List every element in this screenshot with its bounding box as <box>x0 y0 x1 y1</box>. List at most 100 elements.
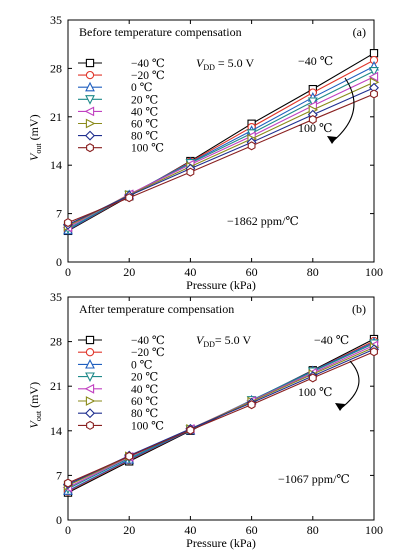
legend-marker <box>85 118 96 129</box>
legend-marker <box>85 408 95 419</box>
x-tick-label: 60 <box>246 265 258 279</box>
y-tick-label: 0 <box>56 513 62 527</box>
panel-b-after-compensation: 0 20 40 60 80 100 0 7 14 21 28 35 Pressure (kPa) Vout… <box>27 290 383 550</box>
x-tick-label: 60 <box>246 523 258 537</box>
legend-marker <box>85 372 95 383</box>
arrow-bottom-label: 100 ℃ <box>298 385 332 399</box>
legend-entry: 20 ℃ <box>131 372 158 384</box>
plot-frame <box>67 296 375 521</box>
arrow-bottom-label: 100 ℃ <box>298 121 332 135</box>
data-point <box>369 49 379 58</box>
series-1 <box>63 55 379 235</box>
legend-marker <box>85 81 95 92</box>
panel-a-before-compensation: 0 20 40 60 80 100 0 7 14 21 28 35 Pressure (kPa) Vout… <box>27 13 383 292</box>
vdd-label: VDD= 5.0 V <box>196 333 251 349</box>
legend-entry: 40 ℃ <box>131 384 158 396</box>
chart-title: Before temperature compensation <box>79 25 242 39</box>
x-tick-label: 20 <box>123 523 135 537</box>
arrow-head <box>335 403 345 411</box>
legend-marker <box>85 58 95 68</box>
x-tick-label: 40 <box>184 523 196 537</box>
x-tick-label: 80 <box>307 523 319 537</box>
data-point <box>369 67 379 77</box>
legend-entry: 20 ℃ <box>131 94 158 106</box>
data-point <box>370 347 378 357</box>
series-line <box>67 93 375 224</box>
x-tick-label: 100 <box>365 523 383 537</box>
arrow-top-label: −40 ℃ <box>298 54 333 68</box>
y-axis-label: Vout (mV) <box>27 114 43 161</box>
series-line <box>67 351 375 484</box>
data-point <box>370 89 378 99</box>
data-point <box>368 71 379 82</box>
legend-marker <box>85 358 95 369</box>
arrow-curve <box>331 77 355 143</box>
x-axis-label: Pressure (kPa) <box>186 278 256 292</box>
legend-entry: 40 ℃ <box>131 106 158 118</box>
legend-entry: 60 ℃ <box>131 396 158 408</box>
arrow-curve <box>339 360 360 410</box>
data-point <box>125 193 134 203</box>
legend-entry: 0 ℃ <box>131 82 153 94</box>
y-tick-label: 28 <box>50 335 62 349</box>
y-tick-label: 21 <box>50 110 62 124</box>
plot-frame <box>67 19 375 263</box>
y-axis-label: Vout (mV) <box>27 382 43 429</box>
legend-entry: −40 ℃ <box>131 58 165 70</box>
y-tick-label: 35 <box>50 290 62 304</box>
legend-entry: 0 ℃ <box>131 359 153 371</box>
x-tick-label: 0 <box>65 265 71 279</box>
chart-title: After temperature compensation <box>79 302 234 316</box>
series-0 <box>63 49 379 236</box>
y-tick-label: 21 <box>50 379 62 393</box>
y-tick-label: 35 <box>50 13 62 27</box>
x-tick-label: 40 <box>184 265 196 279</box>
tc-annotation: −1862 ppm/℃ <box>227 214 299 228</box>
y-tick-label: 7 <box>56 468 62 482</box>
legend-marker <box>85 335 95 345</box>
x-tick-label: 0 <box>65 523 71 537</box>
panel-label: (a) <box>353 25 366 39</box>
legend-marker <box>86 420 94 430</box>
legend-marker <box>85 396 96 406</box>
legend-marker <box>85 130 95 141</box>
series-line <box>67 59 375 231</box>
data-point <box>64 218 72 228</box>
x-tick-label: 100 <box>365 265 383 279</box>
legend-marker <box>85 95 95 105</box>
series-7 <box>64 89 378 228</box>
panel-label: (b) <box>352 302 366 316</box>
data-point <box>247 400 256 410</box>
arrow-top-label: −40 ℃ <box>314 333 349 347</box>
series-4 <box>62 71 379 233</box>
y-tick-label: 14 <box>50 424 62 438</box>
x-tick-label: 20 <box>123 265 135 279</box>
legend-entry: −20 ℃ <box>131 347 165 359</box>
legend-entry: −20 ℃ <box>131 70 165 82</box>
series-line <box>67 87 375 226</box>
legend-marker <box>86 143 94 153</box>
legend-marker <box>85 70 95 80</box>
legend-entry: 100 ℃ <box>131 420 164 432</box>
legend-entry: 80 ℃ <box>131 131 158 143</box>
legend-marker <box>84 383 95 394</box>
legend-entry: 80 ℃ <box>131 408 158 420</box>
legend-entry: −40 ℃ <box>131 335 165 347</box>
data-point <box>125 451 134 461</box>
x-tick-label: 80 <box>307 265 319 279</box>
y-tick-label: 0 <box>56 255 62 269</box>
legend-marker <box>85 348 95 357</box>
x-axis-label: Pressure (kPa) <box>186 536 256 550</box>
temperature-arrow: −40 ℃ 100 ℃ <box>298 333 360 411</box>
legend-marker <box>84 106 95 117</box>
series-7 <box>64 347 378 488</box>
temperature-arrow: −40 ℃ 100 ℃ <box>298 54 355 144</box>
data-point <box>247 141 256 151</box>
legend-entry: 100 ℃ <box>131 143 164 155</box>
data-point <box>308 373 317 383</box>
y-tick-label: 7 <box>56 207 62 221</box>
vdd-label: VDD = 5.0 V <box>196 56 254 72</box>
data-point <box>308 115 317 125</box>
